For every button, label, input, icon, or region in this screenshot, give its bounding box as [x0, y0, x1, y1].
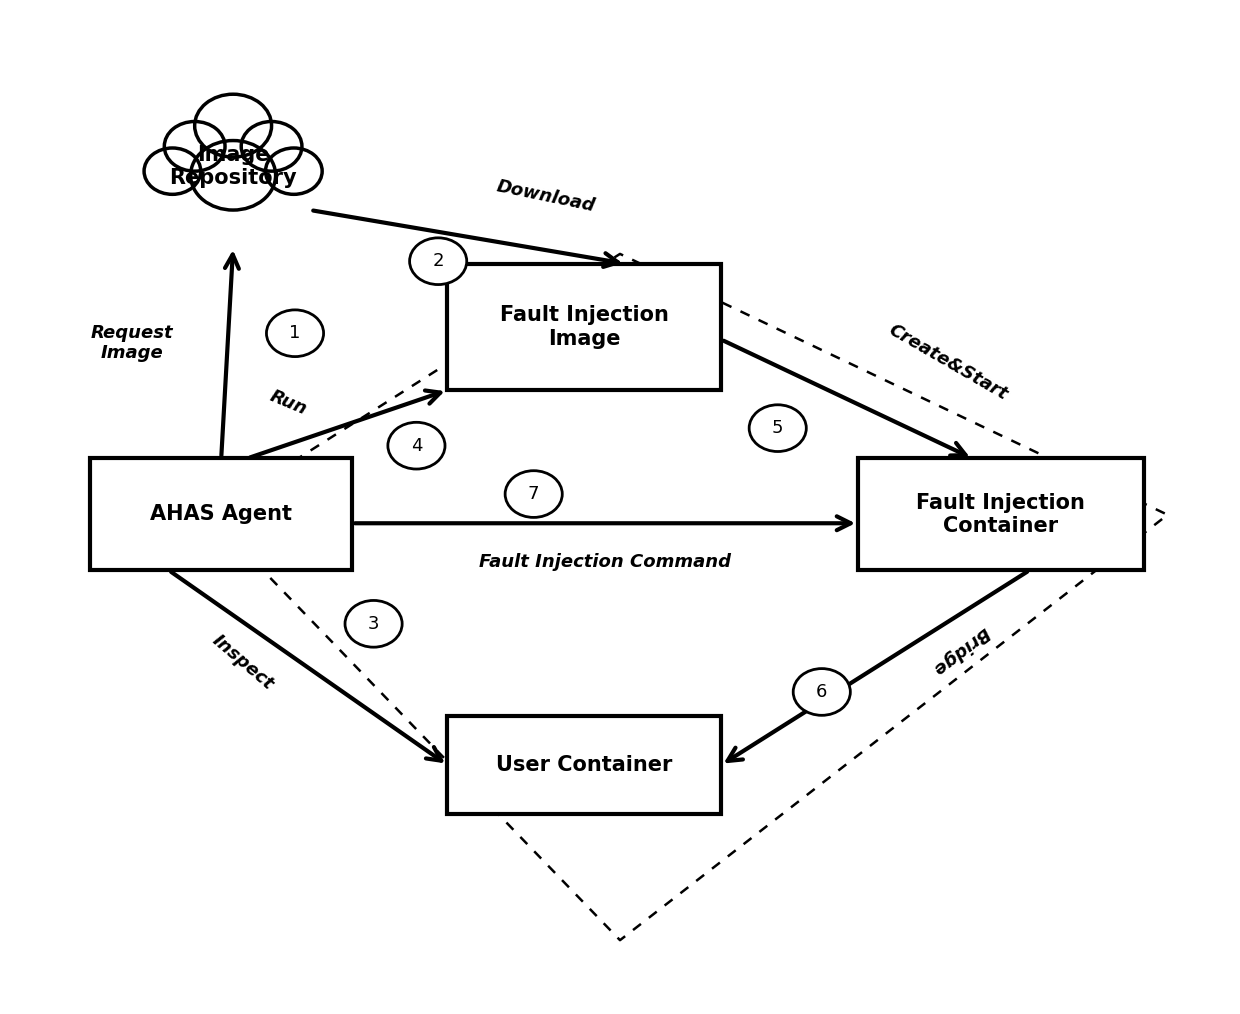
Circle shape	[195, 94, 272, 157]
Text: Fault Injection Command: Fault Injection Command	[479, 554, 732, 571]
Circle shape	[345, 600, 402, 647]
Text: Fault Injection
Image: Fault Injection Image	[500, 305, 668, 349]
Text: User Container: User Container	[496, 755, 672, 775]
Circle shape	[409, 238, 466, 285]
Text: 5: 5	[773, 419, 784, 437]
Circle shape	[144, 148, 201, 195]
Text: 6: 6	[816, 683, 827, 701]
Circle shape	[749, 405, 806, 451]
Text: 4: 4	[410, 437, 422, 454]
Circle shape	[191, 141, 275, 210]
Text: AHAS Agent: AHAS Agent	[150, 504, 293, 524]
Circle shape	[388, 422, 445, 469]
Circle shape	[794, 668, 851, 715]
FancyBboxPatch shape	[91, 458, 352, 570]
Circle shape	[242, 122, 301, 171]
Text: 2: 2	[433, 252, 444, 270]
Text: 7: 7	[528, 485, 539, 503]
Circle shape	[267, 310, 324, 357]
Text: Fault Injection
Container: Fault Injection Container	[916, 493, 1085, 536]
FancyBboxPatch shape	[448, 264, 722, 390]
Circle shape	[505, 470, 562, 517]
FancyBboxPatch shape	[448, 716, 722, 813]
Text: Download: Download	[495, 177, 596, 215]
Text: Request
Image: Request Image	[91, 323, 174, 362]
FancyBboxPatch shape	[858, 458, 1143, 570]
Text: 1: 1	[289, 324, 301, 343]
Text: Inspect: Inspect	[208, 632, 277, 694]
Text: Bridge: Bridge	[929, 623, 993, 677]
Circle shape	[265, 148, 322, 195]
Circle shape	[165, 122, 224, 171]
Text: Image
Repository: Image Repository	[170, 145, 296, 188]
Text: Create&Start: Create&Start	[885, 320, 1011, 404]
Text: Run: Run	[267, 387, 309, 419]
Text: 3: 3	[368, 614, 379, 633]
